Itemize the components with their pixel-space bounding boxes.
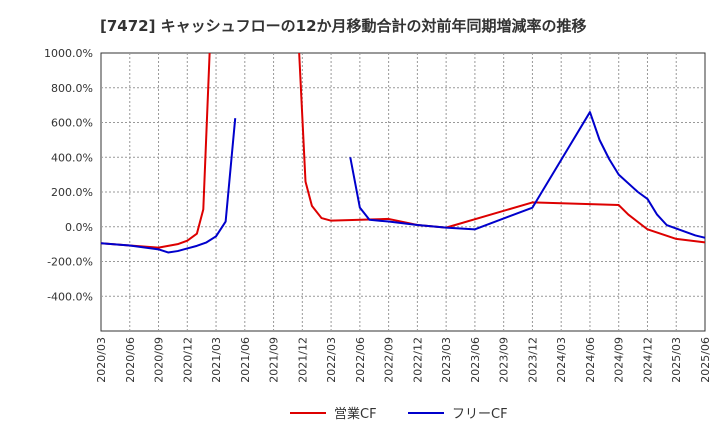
x-tick-label: 2020/03	[95, 337, 108, 383]
x-tick-label: 2024/09	[613, 337, 626, 383]
y-tick-label: 1000.0%	[44, 47, 93, 60]
y-tick-label: 400.0%	[51, 151, 93, 164]
y-tick-label: -200.0%	[47, 256, 93, 269]
y-tick-label: 200.0%	[51, 186, 93, 199]
legend: 営業CF フリーCF	[290, 406, 508, 422]
x-tick-label: 2022/09	[383, 337, 396, 383]
grid-lines	[101, 53, 705, 331]
x-tick-label: 2021/12	[296, 337, 309, 383]
x-tick-label: 2020/06	[124, 337, 137, 383]
chart-title: [7472] キャッシュフローの12か月移動合計の対前年同期増減率の推移	[100, 17, 587, 35]
x-tick-label: 2025/03	[670, 337, 683, 383]
x-tick-label: 2023/12	[526, 337, 539, 383]
x-tick-label: 2020/12	[181, 337, 194, 383]
series-lines	[101, 53, 705, 254]
x-tick-label: 2023/06	[469, 337, 482, 383]
x-tick-label: 2024/06	[584, 337, 597, 383]
y-tick-label: 600.0%	[51, 117, 93, 130]
y-tick-label: -400.0%	[47, 290, 93, 303]
x-tick-label: 2022/06	[354, 337, 367, 383]
series-line-2	[101, 111, 705, 254]
x-tick-label: 2025/06	[699, 337, 712, 383]
x-tick-label: 2022/12	[411, 337, 424, 383]
legend-label-1: 営業CF	[334, 406, 377, 422]
x-tick-label: 2020/09	[153, 337, 166, 383]
x-tick-label: 2023/03	[440, 337, 453, 383]
x-tick-label: 2023/09	[498, 337, 511, 383]
x-axis-labels: 2020/03 2020/06 2020/09 2020/12 2021/03 2021/…	[95, 337, 712, 383]
x-tick-label: 2024/03	[555, 337, 568, 383]
y-tick-label: 800.0%	[51, 82, 93, 95]
x-tick-label: 2022/03	[325, 337, 338, 383]
x-tick-label: 2021/09	[268, 337, 281, 383]
x-tick-label: 2021/03	[210, 337, 223, 383]
y-axis-labels: 1000.0% 800.0% 600.0% 400.0% 200.0% 0.0% -200.…	[44, 47, 93, 303]
y-tick-label: 0.0%	[65, 221, 93, 234]
legend-label-2: フリーCF	[452, 407, 508, 422]
x-tick-label: 2024/12	[641, 337, 654, 383]
x-tick-label: 2021/06	[239, 337, 252, 383]
